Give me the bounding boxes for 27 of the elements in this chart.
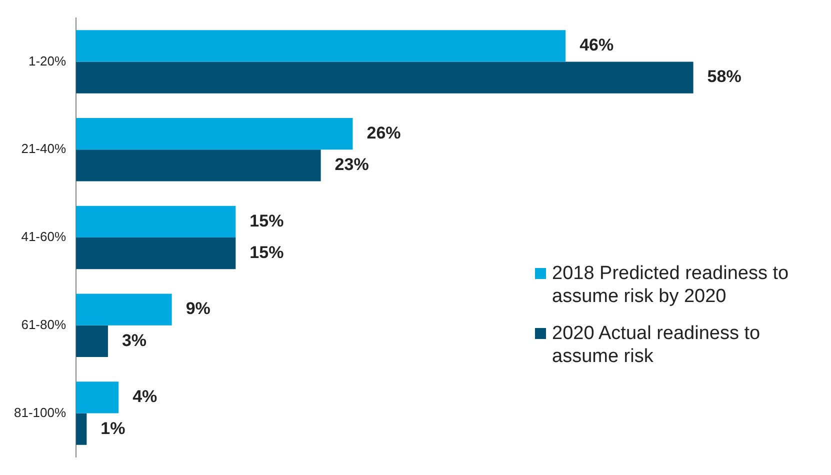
bar [76, 206, 236, 238]
y-tick-label: 41-60% [21, 229, 66, 244]
bar [76, 238, 236, 270]
bar [76, 382, 119, 414]
data-label: 3% [122, 330, 147, 350]
legend-label: 2018 Predicted readiness to assume risk by 2020 [552, 262, 790, 308]
bar [76, 62, 694, 94]
data-label: 9% [186, 299, 210, 318]
y-tick-label: 21-40% [21, 141, 66, 156]
bar [76, 413, 87, 445]
y-tick-label: 61-80% [21, 316, 66, 332]
data-label: 46% [580, 36, 614, 55]
data-label: 23% [334, 155, 369, 174]
bar [76, 325, 108, 358]
data-label: 15% [250, 211, 284, 230]
y-tick-label: 1-20% [28, 53, 66, 68]
legend-label: 2020 Actual readiness to assume risk [552, 322, 762, 368]
data-label: 15% [250, 243, 284, 262]
bar [76, 30, 566, 62]
y-tick-label: 81-100% [14, 404, 66, 420]
bar [76, 150, 321, 182]
data-label: 58% [707, 67, 742, 86]
data-label: 4% [132, 387, 158, 406]
data-label: 26% [366, 123, 401, 142]
data-label: 1% [100, 418, 126, 438]
bar [76, 118, 353, 150]
bar [76, 294, 172, 326]
